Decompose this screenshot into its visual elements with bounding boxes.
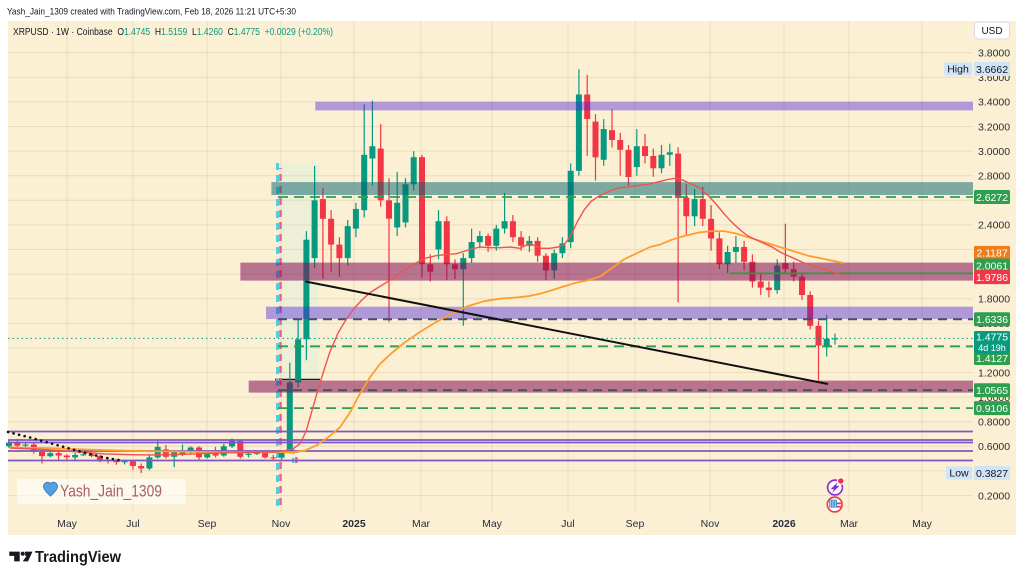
svg-text:High: High xyxy=(947,64,969,76)
svg-text:2025: 2025 xyxy=(342,518,366,530)
svg-text:May: May xyxy=(912,518,933,530)
svg-text:Sep: Sep xyxy=(626,518,645,530)
svg-text:1.0565: 1.0565 xyxy=(976,385,1008,397)
svg-text:3.2000: 3.2000 xyxy=(978,121,1010,133)
svg-text:1.2000: 1.2000 xyxy=(978,367,1010,379)
svg-text:3.6662: 3.6662 xyxy=(976,64,1008,76)
svg-text:1.9786: 1.9786 xyxy=(976,272,1008,284)
svg-text:1.6336: 1.6336 xyxy=(976,314,1008,326)
svg-text:1.4775: 1.4775 xyxy=(976,332,1008,344)
svg-text:Nov: Nov xyxy=(701,518,720,530)
svg-text:0.3827: 0.3827 xyxy=(976,468,1008,480)
svg-text:2.6272: 2.6272 xyxy=(976,192,1008,204)
svg-text:0.2000: 0.2000 xyxy=(978,490,1010,502)
svg-text:0.9106: 0.9106 xyxy=(976,403,1008,415)
svg-text:USD: USD xyxy=(981,26,1002,37)
svg-text:3.0000: 3.0000 xyxy=(978,146,1010,158)
svg-text:Jul: Jul xyxy=(561,518,574,530)
svg-text:2.8000: 2.8000 xyxy=(978,171,1010,183)
svg-text:Mar: Mar xyxy=(412,518,431,530)
svg-text:Low: Low xyxy=(949,468,969,480)
svg-text:Sep: Sep xyxy=(198,518,217,530)
svg-text:Jul: Jul xyxy=(126,518,139,530)
svg-text:Yash_Jain_1309 created with Tr: Yash_Jain_1309 created with TradingView.… xyxy=(7,7,296,18)
svg-text:4d 19h: 4d 19h xyxy=(978,343,1006,353)
svg-text:TradingView: TradingView xyxy=(35,549,122,566)
svg-text:2.0061: 2.0061 xyxy=(976,260,1008,272)
svg-text:2.1187: 2.1187 xyxy=(976,248,1007,260)
svg-text:3.8000: 3.8000 xyxy=(978,48,1010,60)
svg-text:2.4000: 2.4000 xyxy=(978,220,1010,232)
svg-text:0.6000: 0.6000 xyxy=(978,441,1010,453)
svg-text:Mar: Mar xyxy=(840,518,859,530)
svg-text:Yash_Jain_1309: Yash_Jain_1309 xyxy=(60,483,162,501)
svg-text:May: May xyxy=(57,518,78,530)
svg-text:Nov: Nov xyxy=(272,518,291,530)
svg-text:1.4127: 1.4127 xyxy=(976,353,1008,365)
svg-text:XRPUSD · 1W · Coinbase O1.474: XRPUSD · 1W · Coinbase O1.4745 H1.5159 L… xyxy=(13,27,333,38)
svg-text:May: May xyxy=(482,518,503,530)
svg-text:2026: 2026 xyxy=(772,518,796,530)
svg-text:0.8000: 0.8000 xyxy=(978,417,1010,429)
svg-text:3.4000: 3.4000 xyxy=(978,97,1010,109)
svg-text:1.8000: 1.8000 xyxy=(978,294,1010,306)
